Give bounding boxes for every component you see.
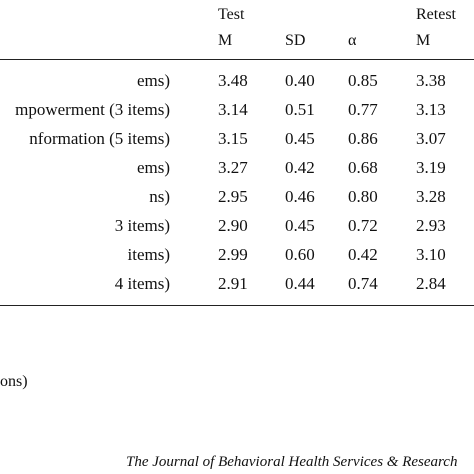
row-label: 3 items)	[114, 216, 170, 235]
retest-mean: 3.19	[416, 158, 446, 177]
test-mean: 3.14	[218, 100, 248, 119]
retest-mean: 3.13	[416, 100, 446, 119]
test-mean: 3.48	[218, 71, 248, 90]
test-sd: 0.46	[285, 187, 315, 206]
row-label: ems)	[136, 71, 170, 90]
test-sd: 0.42	[285, 158, 315, 177]
header-rule	[0, 59, 474, 60]
test-sd: 0.51	[285, 100, 315, 119]
test-alpha: 0.77	[348, 100, 378, 119]
table-row: ems) 3.27 0.42 0.68 3.19	[0, 154, 474, 182]
row-label: 4 items)	[114, 274, 170, 293]
retest-mean: 3.38	[416, 71, 446, 90]
retest-mean: 3.07	[416, 129, 446, 148]
test-sd: 0.44	[285, 274, 315, 293]
test-alpha: 0.68	[348, 158, 378, 177]
journal-credit: The Journal of Behavioral Health Service…	[126, 454, 458, 470]
column-header-test-sd: SD	[285, 32, 306, 49]
test-alpha: 0.72	[348, 216, 378, 235]
retest-header: Retest	[416, 6, 456, 23]
table-row: mpowerment (3 items) 3.14 0.51 0.77 3.13	[0, 96, 474, 124]
column-header-test-m: M	[218, 32, 233, 49]
test-alpha: 0.80	[348, 187, 378, 206]
table-row: 3 items) 2.90 0.45 0.72 2.93	[0, 212, 474, 240]
test-alpha: 0.85	[348, 71, 378, 90]
table-row: items) 2.99 0.60 0.42 3.10	[0, 241, 474, 269]
column-header-test-alpha: α	[348, 32, 357, 49]
test-alpha: 0.74	[348, 274, 378, 293]
row-label: items)	[127, 245, 171, 264]
test-mean: 3.15	[218, 129, 248, 148]
test-mean: 2.90	[218, 216, 248, 235]
test-mean: 2.95	[218, 187, 248, 206]
test-mean: 2.99	[218, 245, 248, 264]
row-label: ns)	[149, 187, 170, 206]
table-row: nformation (5 items) 3.15 0.45 0.86 3.07	[0, 125, 474, 153]
bottom-rule	[0, 305, 474, 306]
test-mean: 2.91	[218, 274, 248, 293]
table-row: ns) 2.95 0.46 0.80 3.28	[0, 183, 474, 211]
footnote-fragment: ons)	[0, 373, 28, 390]
test-sd: 0.45	[285, 129, 315, 148]
column-header-retest-m: M	[416, 32, 431, 49]
test-mean: 3.27	[218, 158, 248, 177]
test-alpha: 0.86	[348, 129, 378, 148]
table-row: ems) 3.48 0.40 0.85 3.38	[0, 67, 474, 95]
retest-mean: 3.28	[416, 187, 446, 206]
row-label: nformation (5 items)	[29, 129, 170, 148]
test-alpha: 0.42	[348, 245, 378, 264]
row-label: ems)	[136, 158, 170, 177]
table-row: 4 items) 2.91 0.44 0.74 2.84	[0, 270, 474, 298]
test-sd: 0.40	[285, 71, 315, 90]
row-label: mpowerment (3 items)	[15, 100, 170, 119]
retest-mean: 2.93	[416, 216, 446, 235]
test-sd: 0.45	[285, 216, 315, 235]
test-header: Test	[218, 6, 245, 23]
retest-mean: 3.10	[416, 245, 446, 264]
retest-mean: 2.84	[416, 274, 446, 293]
test-sd: 0.60	[285, 245, 315, 264]
